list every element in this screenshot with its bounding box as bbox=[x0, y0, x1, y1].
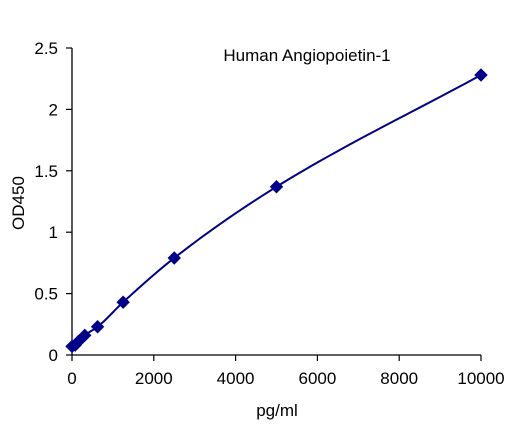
data-point-diamond bbox=[167, 251, 181, 265]
x-tick-label: 6000 bbox=[298, 369, 336, 388]
x-tick-label: 10000 bbox=[457, 369, 504, 388]
y-tick-label: 0 bbox=[49, 346, 58, 365]
axes: 0 0.5 1 1.5 2 2.5 0 2000 4000 6000 8000 10000 bbox=[34, 39, 504, 388]
data-point-diamond bbox=[474, 68, 488, 82]
x-axis-title: pg/ml bbox=[256, 401, 298, 420]
x-tick-label: 0 bbox=[67, 369, 76, 388]
x-tick-label: 8000 bbox=[380, 369, 418, 388]
y-axis-title: OD450 bbox=[9, 176, 28, 230]
y-tick-label: 1 bbox=[49, 223, 58, 242]
y-tick-label: 0.5 bbox=[34, 285, 58, 304]
data-point-diamond bbox=[90, 320, 105, 334]
y-tick-label: 2 bbox=[49, 100, 58, 119]
y-tick-label: 2.5 bbox=[34, 39, 58, 58]
data-points-layer bbox=[65, 68, 488, 354]
y-tick-label: 1.5 bbox=[34, 162, 58, 181]
data-point-diamond bbox=[269, 180, 284, 194]
fit-curve bbox=[71, 74, 482, 348]
x-tick-label: 2000 bbox=[135, 369, 173, 388]
data-point-diamond bbox=[78, 328, 92, 343]
x-tick-label: 4000 bbox=[217, 369, 255, 388]
fit-curve-layer bbox=[71, 74, 482, 348]
chart-title: Human Angiopoietin-1 bbox=[223, 46, 390, 65]
data-point-diamond bbox=[116, 295, 130, 309]
